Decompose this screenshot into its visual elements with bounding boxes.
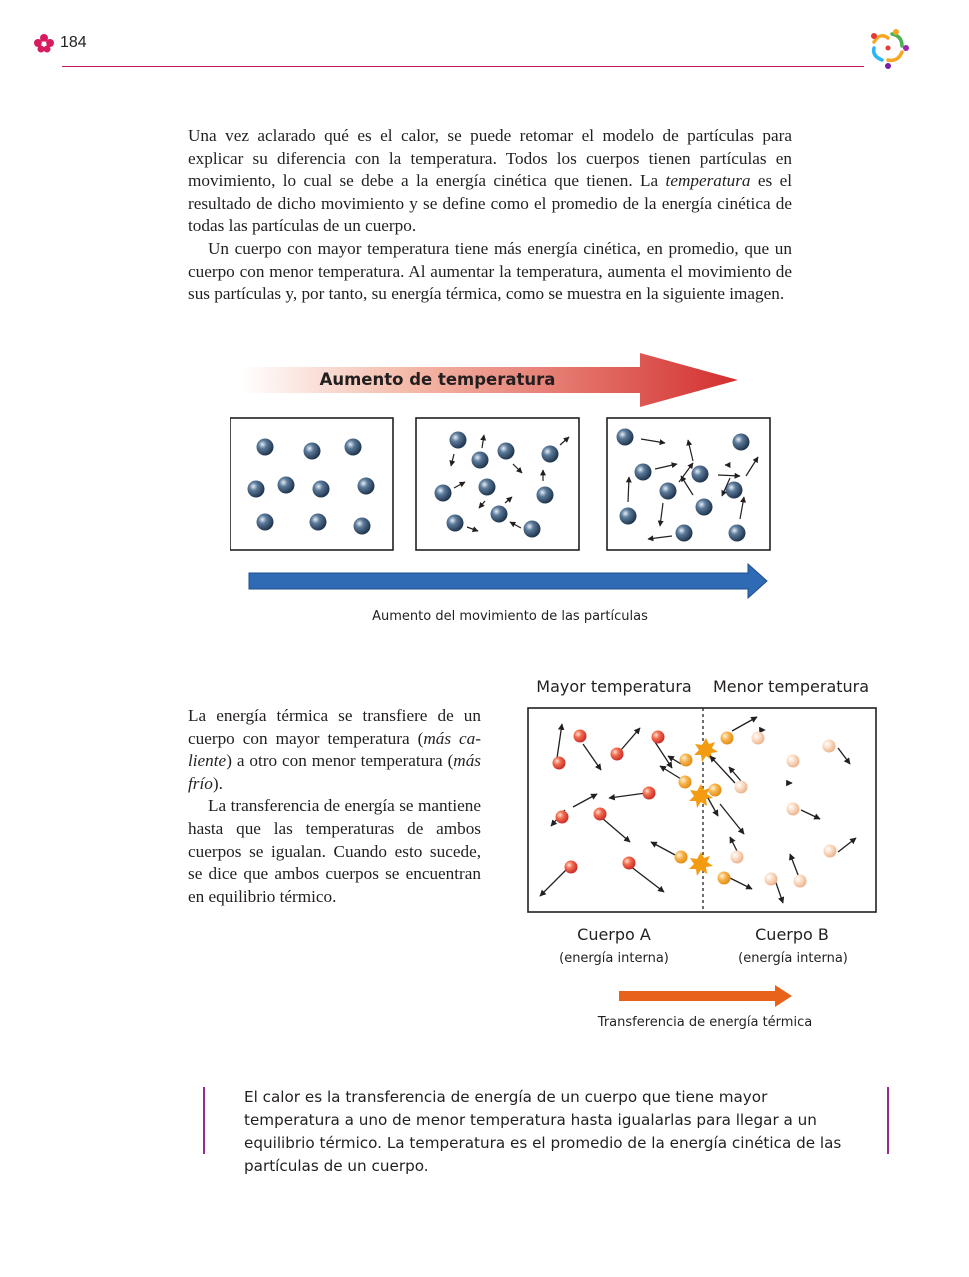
intro-text: Una vez aclarado qué es el calor, se pue… — [188, 125, 792, 306]
series-logo-icon — [871, 29, 909, 69]
box2-motion-arrows — [449, 434, 570, 532]
intro-paragraph-1: Una vez aclarado qué es el calor, se pue… — [188, 126, 792, 236]
body-b-label: Cuerpo B — [755, 925, 829, 944]
warm-particles — [674, 731, 734, 885]
particle-motion-figure — [230, 353, 771, 600]
collision-stars — [689, 738, 718, 876]
box2-particles — [434, 431, 559, 538]
body-a-sublabel: (energía interna) — [559, 951, 669, 966]
motion-caption: Aumento del movimiento de las partículas — [372, 609, 648, 624]
header-rule — [62, 66, 864, 67]
page-number: 184 — [60, 34, 87, 51]
thermal-transfer-figure — [527, 707, 877, 913]
box1-particles — [247, 438, 375, 535]
mid-temp-box — [415, 417, 580, 551]
temperature-increase-arrow — [240, 353, 738, 407]
cold-particles — [730, 731, 837, 888]
energy-transfer-arrow — [619, 985, 792, 1007]
transfer-motion-arrows — [539, 716, 857, 904]
flower-logo-icon — [34, 34, 54, 53]
body-b-sublabel: (energía interna) — [738, 951, 848, 966]
higher-temp-title: Mayor temperatura — [536, 677, 692, 696]
summary-right-bar — [887, 1087, 889, 1154]
intro-paragraph-2: Un cuerpo con mayor temperatura tiene má… — [188, 238, 792, 304]
side-paragraph-2: La transferencia de energía se mantiene … — [188, 796, 481, 906]
side-text: La energía térmica se transfiere de un c… — [188, 705, 481, 908]
bodies-box — [527, 707, 877, 913]
body-a-label: Cuerpo A — [577, 925, 651, 944]
side-paragraph-1: La energía térmica se transfiere de un c… — [188, 706, 481, 793]
temperature-arrow-label: Aumento de temperatura — [319, 370, 556, 389]
transfer-caption: Transferencia de energía térmica — [597, 1015, 813, 1030]
hot-particles — [552, 729, 665, 874]
box3-particles — [616, 428, 750, 542]
summary-left-bar — [203, 1087, 205, 1154]
lower-temp-title: Menor temperatura — [712, 677, 870, 696]
summary-text: El calor es la transferencia de energía … — [244, 1088, 842, 1175]
motion-increase-arrow — [248, 562, 768, 600]
box3-motion-arrows — [625, 438, 759, 542]
